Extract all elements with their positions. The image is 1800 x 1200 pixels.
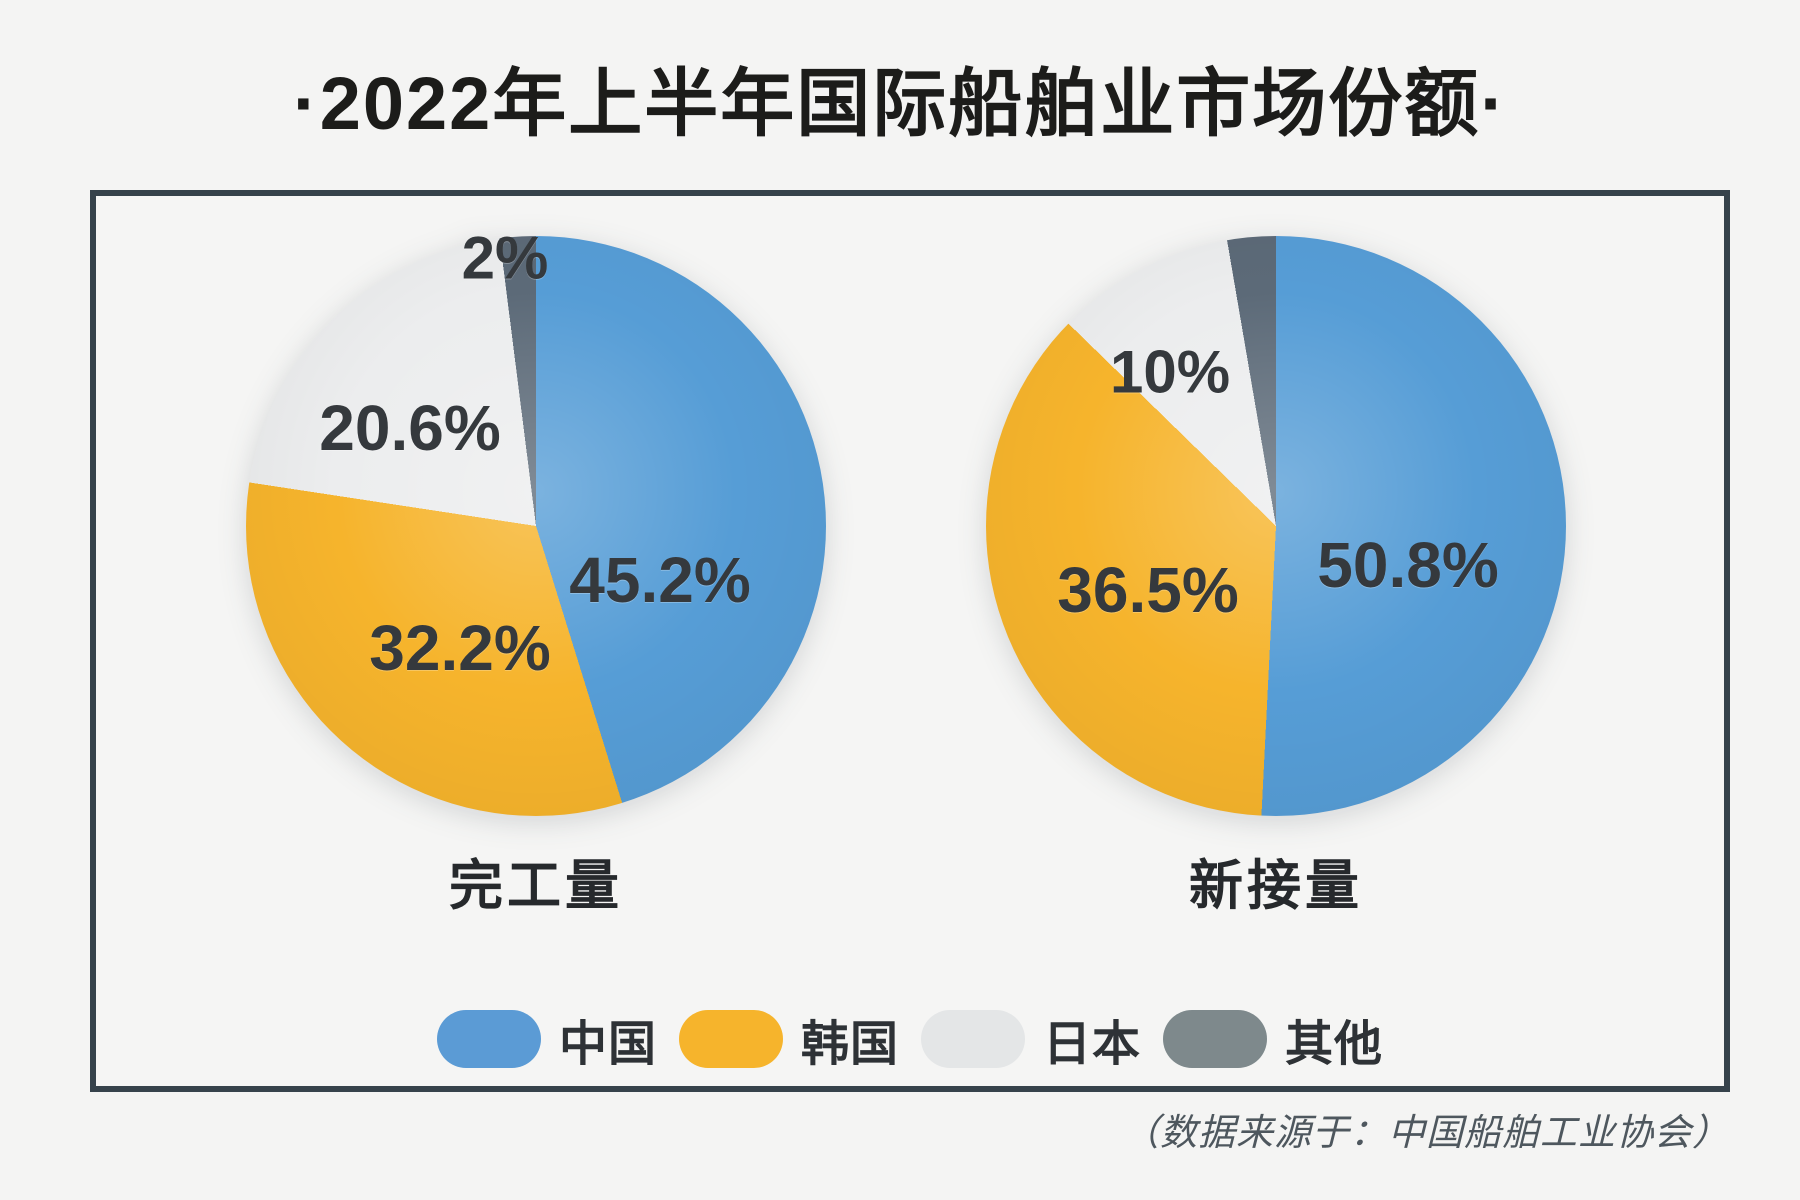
legend-label-korea: 韩国	[800, 1018, 899, 1071]
legend-item-korea: 韩国	[678, 1004, 899, 1074]
legend-label-japan: 日本	[1043, 1018, 1142, 1071]
legend-swatch-japan	[921, 1010, 1025, 1068]
data-source-note: （数据来源于：中国船舶工业协会）	[1122, 1112, 1730, 1153]
legend-item-china: 中国	[436, 1004, 657, 1074]
pie-title-new-orders: 新接量	[1189, 856, 1363, 916]
pie-slice-label-japan: 20.6%	[319, 392, 501, 464]
chart-panel: 45.2% 32.2% 20.6% 2% 完工量 50.8% 36.5% 10%…	[90, 190, 1730, 1092]
legend-swatch-china	[436, 1010, 541, 1068]
legend: 中国 韩国 日本 其他	[96, 1004, 1724, 1074]
page-title: ·2022年上半年国际船舶业市场份额·	[293, 62, 1507, 145]
pie-chart-completed-volume: 45.2% 32.2% 20.6% 2%	[246, 225, 826, 816]
legend-label-china: 中国	[558, 1018, 657, 1071]
pie-slice-label-korea: 32.2%	[369, 612, 551, 684]
legend-label-other: 其他	[1285, 1018, 1384, 1071]
pie-slice-label-other: 2%	[461, 224, 549, 292]
pie-slice-label-japan: 10%	[1109, 338, 1231, 406]
pie-slice-label-china: 45.2%	[569, 544, 751, 616]
legend-item-japan: 日本	[921, 1004, 1141, 1074]
pie-slice-label-china: 50.8%	[1317, 529, 1499, 601]
pie-title-completed-volume: 完工量	[449, 856, 623, 916]
legend-item-other: 其他	[1163, 1004, 1383, 1074]
pie-slice-label-korea: 36.5%	[1057, 554, 1239, 626]
legend-swatch-korea	[678, 1010, 783, 1068]
pie-chart-new-orders: 50.8% 36.5% 10%	[986, 236, 1566, 816]
legend-swatch-other	[1163, 1010, 1268, 1068]
